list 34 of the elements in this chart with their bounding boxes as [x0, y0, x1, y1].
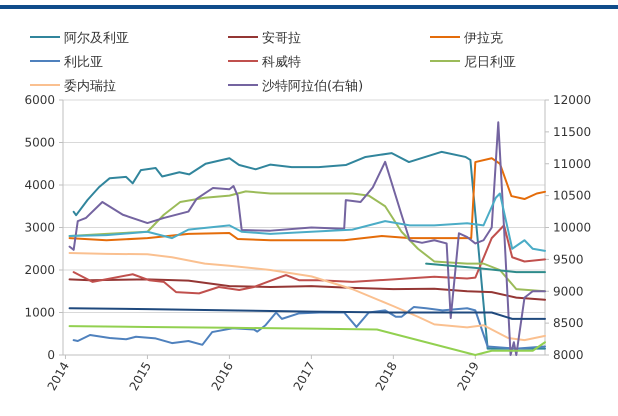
- y-tick-label: 6000: [24, 93, 55, 107]
- legend-label: 伊拉克: [464, 31, 503, 46]
- y-tick-label: 3000: [24, 220, 55, 234]
- y-tick-label: 0: [47, 348, 55, 362]
- legend-label: 阿尔及利亚: [64, 31, 129, 46]
- line-series: [68, 192, 546, 252]
- legend-label: 科威特: [262, 55, 301, 70]
- y-tick-label: 2000: [24, 263, 55, 277]
- y2-tick-label: 8500: [553, 316, 584, 330]
- line-series: [68, 157, 546, 242]
- line-series: [72, 224, 546, 294]
- line-series: [68, 325, 546, 356]
- y2-tick-label: 9000: [553, 284, 584, 298]
- line-series: [68, 278, 546, 301]
- y-tick-label: 4000: [24, 178, 55, 192]
- y2-tick-label: 11500: [553, 124, 592, 139]
- y2-tick-label: 9500: [553, 252, 584, 266]
- line-series: [72, 150, 546, 350]
- y-tick-label: 5000: [24, 136, 55, 150]
- legend-label: 安哥拉: [262, 30, 301, 46]
- y2-tick-label: 12000: [553, 93, 592, 107]
- line-series: [68, 121, 546, 356]
- y2-tick-label: 11000: [553, 156, 592, 171]
- line-series: [68, 307, 546, 320]
- line-series: [72, 306, 546, 350]
- line-series: [68, 252, 546, 342]
- legend-label: 委内瑞拉: [64, 79, 116, 94]
- y2-tick-label: 10000: [553, 220, 592, 234]
- y2-tick-label: 8000: [553, 348, 584, 362]
- y-tick-label: 1000: [24, 306, 55, 320]
- y2-tick-label: 10500: [553, 188, 592, 203]
- legend-label: 利比亚: [64, 55, 103, 70]
- legend-label: 尼日利亚: [464, 55, 516, 70]
- legend-label: 沙特阿拉伯(右轴): [262, 79, 364, 94]
